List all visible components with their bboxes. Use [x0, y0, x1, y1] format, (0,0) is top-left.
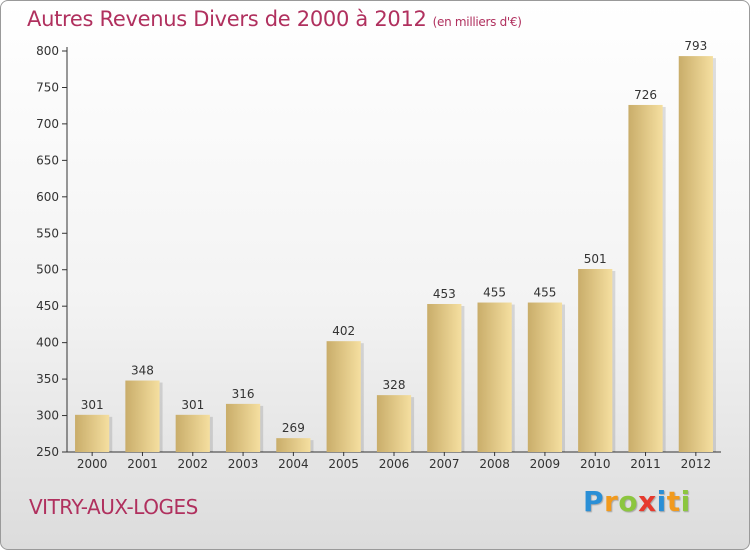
bar-2011 — [628, 104, 663, 452]
data-label: 501 — [584, 252, 607, 266]
x-tick-label: 2006 — [379, 457, 410, 471]
y-tick-label: 650 — [36, 153, 59, 167]
y-tick-label: 750 — [36, 80, 59, 94]
bar-2006 — [376, 395, 412, 452]
chart-bars: 301 348 301 316 269 402 328 453 455 455 501 726 793 — [75, 39, 716, 452]
x-tick-label: 2007 — [429, 457, 460, 471]
y-tick-label: 500 — [36, 263, 59, 277]
data-label: 453 — [433, 287, 456, 301]
data-label: 328 — [383, 378, 406, 392]
logo-letter: i — [680, 485, 691, 518]
logo-letter: x — [638, 485, 657, 518]
data-label: 455 — [483, 286, 506, 300]
bar-2002 — [175, 414, 210, 452]
data-label: 269 — [282, 421, 305, 435]
proxiti-logo: Proxiti — [583, 485, 691, 518]
y-tick-label: 300 — [36, 409, 59, 423]
x-tick-label: 2002 — [177, 457, 208, 471]
logo-letter: r — [604, 485, 619, 518]
y-tick-label: 450 — [36, 299, 59, 313]
bar-2003 — [225, 403, 261, 452]
bar-2005 — [326, 341, 361, 452]
bar-2007 — [427, 303, 462, 452]
bar-2009 — [527, 302, 563, 452]
chart-axes: 250 300 350 400 450 500 550 600 650 700 750 800 2000… — [36, 44, 721, 471]
x-tick-label: 2005 — [328, 457, 359, 471]
x-tick-label: 2000 — [77, 457, 108, 471]
x-tick-label: 2011 — [630, 457, 661, 471]
data-label: 726 — [634, 88, 657, 102]
data-label: 402 — [332, 324, 355, 338]
logo-letter: o — [618, 485, 639, 518]
bar-2008 — [477, 302, 512, 452]
x-tick-label: 2009 — [530, 457, 561, 471]
y-tick-label: 250 — [36, 445, 59, 459]
x-tick-label: 2008 — [479, 457, 510, 471]
data-label: 455 — [533, 286, 556, 300]
x-tick-label: 2012 — [681, 457, 712, 471]
y-tick-label: 800 — [36, 44, 59, 58]
data-label: 793 — [684, 39, 707, 53]
y-tick-label: 600 — [36, 190, 59, 204]
bar-2000 — [75, 414, 110, 452]
data-label: 301 — [181, 398, 204, 412]
logo-letter: P — [583, 485, 605, 518]
data-label: 348 — [131, 364, 154, 378]
bar-2001 — [125, 380, 160, 452]
chart-unit: (en milliers d'€) — [432, 15, 522, 29]
y-tick-label: 550 — [36, 226, 59, 240]
bar-2010 — [578, 268, 613, 452]
logo-letter: i — [656, 485, 667, 518]
data-label: 301 — [81, 398, 104, 412]
y-tick-label: 350 — [36, 372, 59, 386]
x-tick-label: 2010 — [580, 457, 611, 471]
chart-title-text: Autres Revenus Divers de 2000 à 2012 — [27, 7, 427, 31]
x-tick-label: 2004 — [278, 457, 309, 471]
commune-name: VITRY-AUX-LOGES — [29, 495, 198, 519]
bar-2004 — [276, 438, 311, 452]
bar-2012 — [678, 56, 713, 452]
y-tick-label: 700 — [36, 117, 59, 131]
logo-letter: t — [666, 485, 681, 518]
x-tick-label: 2001 — [127, 457, 158, 471]
data-label: 316 — [232, 387, 255, 401]
chart-title: Autres Revenus Divers de 2000 à 2012 (en … — [27, 7, 522, 31]
x-tick-label: 2003 — [228, 457, 259, 471]
y-tick-label: 400 — [36, 336, 59, 350]
